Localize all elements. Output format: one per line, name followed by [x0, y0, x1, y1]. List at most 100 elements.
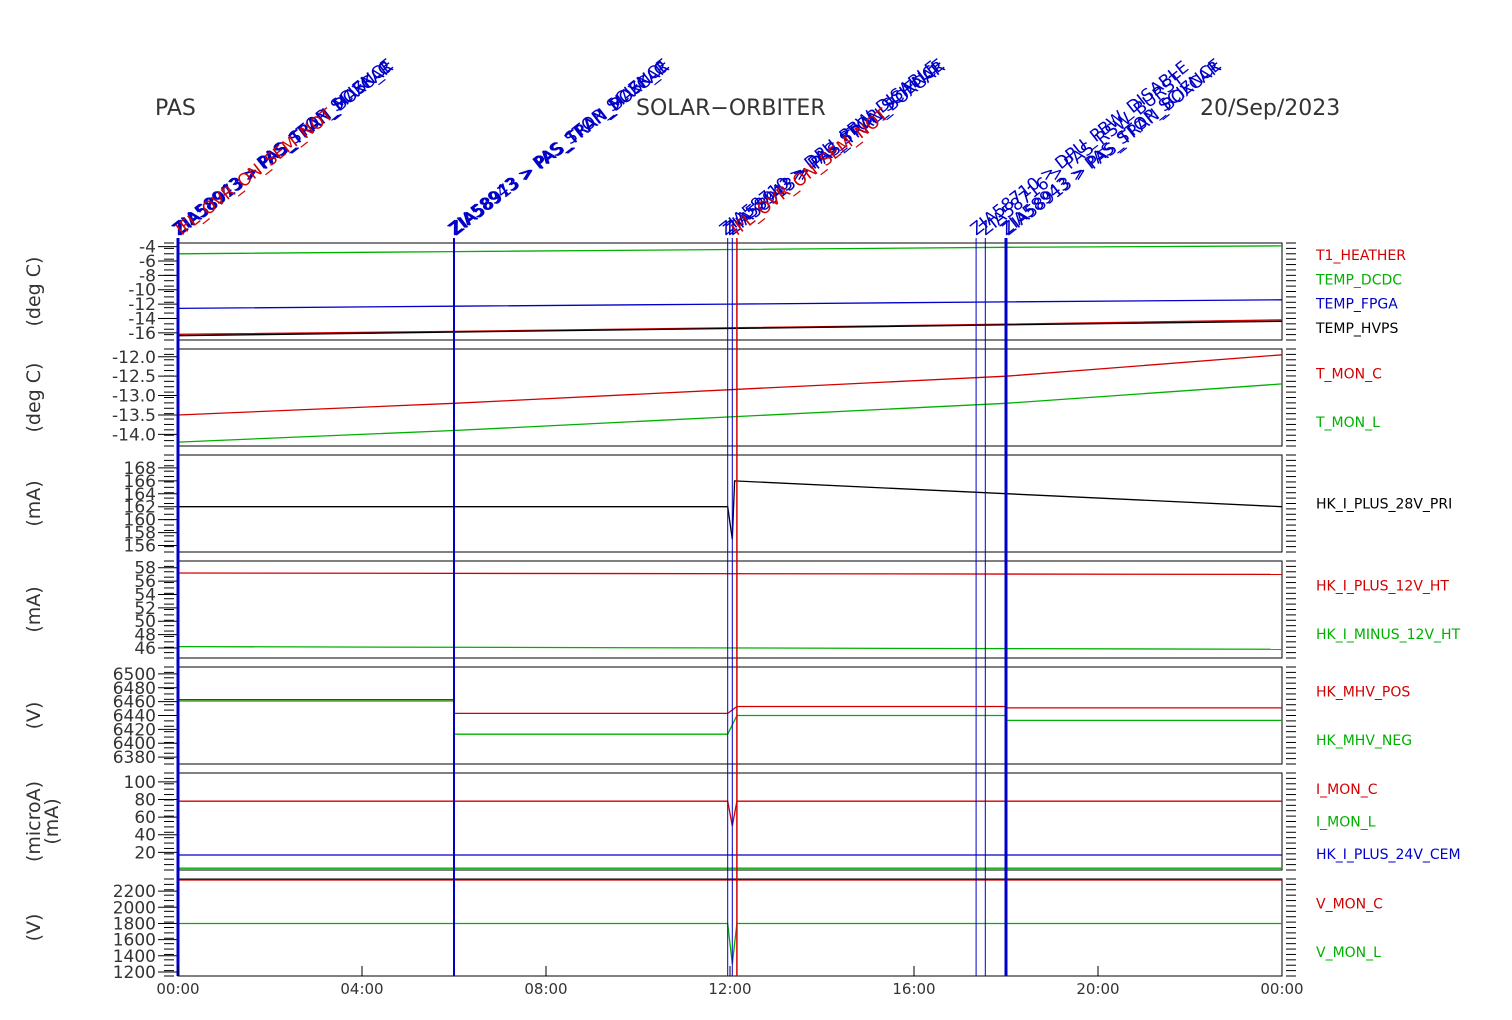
event-label: ZIA58716 > PAS_RSW_BURST: [976, 68, 1188, 240]
legend-label: TEMP_FPGA: [1315, 297, 1398, 313]
y-axis-label: (V): [23, 702, 45, 730]
legend-label: HK_I_MINUS_12V_HT: [1316, 627, 1461, 643]
y-tick-label: -10: [128, 281, 156, 301]
legend-label: T_MON_C: [1315, 366, 1382, 382]
y-tick-label: 1600: [113, 931, 156, 951]
y-tick-label: -12.0: [112, 348, 156, 368]
event-label: ZIA58913 > PAS_TRAN_BOXCAR: [447, 57, 673, 240]
y-tick-label: 168: [124, 459, 156, 479]
y-tick-label: -8: [139, 266, 156, 286]
y-tick-label: 160: [124, 511, 156, 531]
instrument-title: PAS: [155, 96, 196, 121]
series-line: [178, 922, 1282, 964]
legend-label: T_MON_L: [1315, 415, 1380, 431]
panel-frame: [177, 454, 1283, 553]
y-tick-label: 48: [134, 626, 156, 646]
event-label: IFL_OVR_ON_SEM_NOT: [172, 105, 337, 240]
series-line: [177, 319, 1283, 335]
y-tick-label: 6480: [113, 679, 156, 699]
series-line: [178, 480, 1283, 540]
y-tick-label: -12.5: [112, 367, 156, 387]
y-tick-label: -14.0: [112, 425, 156, 445]
y-tick-label: -13.0: [112, 387, 156, 407]
x-tick-label: 16:00: [892, 980, 935, 998]
series-line: [177, 245, 1283, 255]
event-label: ZIA58913 > PAS_TRAN_BOXCAR: [999, 57, 1225, 240]
y-tick-label: 1800: [113, 914, 156, 934]
x-tick-label: 12:00: [708, 980, 751, 998]
series-line: [177, 572, 1283, 576]
series-line: [177, 299, 1283, 310]
legend-label: HK_MHV_NEG: [1316, 733, 1412, 749]
y-tick-label: 52: [134, 599, 156, 619]
x-tick-label: 00:00: [156, 980, 199, 998]
y-tick-label: 6460: [113, 693, 156, 713]
legend-label: I_MON_L: [1316, 815, 1376, 831]
y-tick-label: 166: [124, 472, 156, 492]
x-tick-label: 04:00: [340, 980, 383, 998]
y-tick-label: 156: [124, 537, 156, 557]
panel-frame: [177, 348, 1283, 447]
y-tick-label: -13.5: [112, 406, 156, 426]
mission-title: SOLAR−ORBITER: [636, 96, 826, 121]
legend-label: HK_I_PLUS_24V_CEM: [1316, 847, 1461, 863]
series-line: [178, 700, 1282, 735]
series-line: [177, 354, 1283, 416]
legend-label: T1_HEATHER: [1315, 248, 1406, 264]
date-title: 20/Sep/2023: [1200, 96, 1341, 121]
y-tick-label: 1400: [113, 947, 156, 967]
y-tick-label: 6440: [113, 707, 156, 727]
series-line: [178, 698, 1282, 715]
y-axis-label: (V): [23, 914, 45, 942]
legend-label: HK_I_PLUS_12V_HT: [1316, 578, 1449, 594]
series-line: [177, 383, 1283, 443]
x-tick-label: 00:00: [1260, 980, 1303, 998]
y-tick-label: 6420: [113, 720, 156, 740]
panel-frame: [177, 242, 1283, 341]
legend-label: HK_MHV_POS: [1316, 684, 1410, 700]
panel-frame: [177, 560, 1283, 659]
legend-label: V_MON_L: [1316, 945, 1381, 961]
x-tick-label: 20:00: [1076, 980, 1119, 998]
y-tick-label: -12: [128, 295, 156, 315]
legend-label: TEMP_HVPS: [1315, 321, 1398, 337]
y-tick-label: 46: [134, 639, 156, 659]
legend-label: HK_I_PLUS_28V_PRI: [1316, 497, 1452, 513]
legend-label: TEMP_DCDC: [1315, 272, 1402, 288]
y-tick-label: 58: [134, 559, 156, 579]
y-tick-label: -6: [139, 252, 156, 272]
y-tick-label: 162: [124, 498, 156, 518]
y-tick-label: 6380: [113, 748, 156, 768]
y-tick-label: 2200: [113, 882, 156, 902]
event-label: IFL_OVR_ON_SEM_NOT: [728, 105, 893, 240]
series-line: [177, 320, 1283, 337]
legend-label: I_MON_C: [1316, 782, 1378, 798]
series-line: [178, 800, 1282, 827]
y-axis-label: (microA): [23, 781, 45, 862]
y-axis-label-2: (mA): [41, 798, 63, 844]
y-tick-label: 2000: [113, 898, 156, 918]
y-tick-label: 158: [124, 524, 156, 544]
y-tick-label: 50: [134, 612, 156, 632]
panel-frame: [177, 666, 1283, 765]
y-axis-label: (mA): [23, 480, 45, 526]
y-tick-label: 164: [124, 485, 156, 505]
y-tick-label: 20: [134, 843, 156, 863]
panel-frame: [177, 878, 1283, 977]
y-tick-label: 60: [134, 808, 156, 828]
y-tick-label: 40: [134, 826, 156, 846]
y-tick-label: 6400: [113, 734, 156, 754]
x-tick-label: 08:00: [524, 980, 567, 998]
y-tick-label: 6500: [113, 665, 156, 685]
y-tick-label: 80: [134, 790, 156, 810]
y-axis-label: (deg C): [23, 363, 45, 433]
y-tick-label: -16: [128, 324, 156, 344]
y-axis-label: (mA): [23, 586, 45, 632]
y-tick-label: -4: [139, 238, 156, 258]
series-line: [177, 645, 1283, 650]
y-tick-label: 100: [124, 773, 156, 793]
y-tick-label: 1200: [113, 963, 156, 983]
legend-label: V_MON_C: [1316, 896, 1383, 912]
y-tick-label: 56: [134, 572, 156, 592]
